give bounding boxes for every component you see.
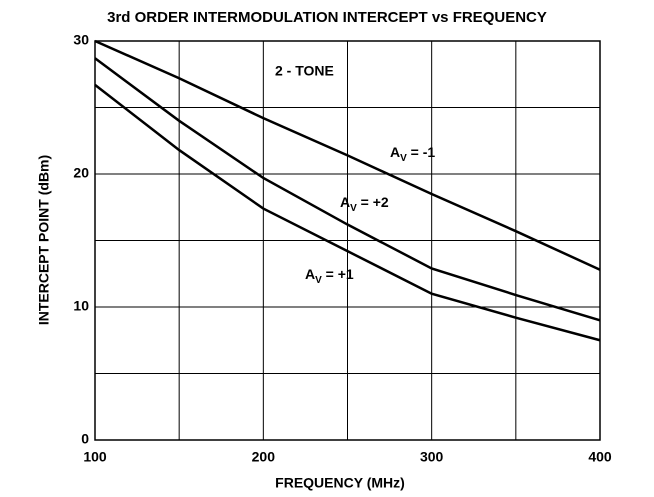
x-tick-label: 200 [252, 449, 276, 465]
x-tick-label: 300 [420, 449, 444, 465]
x-axis-label: FREQUENCY (MHz) [275, 475, 405, 491]
series-line [94, 39, 601, 271]
series-label: AV = +1 [305, 266, 354, 286]
y-tick-label: 30 [73, 32, 89, 48]
y-tick-label: 10 [73, 298, 89, 314]
series-line [94, 57, 601, 322]
series-label: AV = -1 [390, 144, 435, 164]
x-tick-label: 100 [83, 449, 107, 465]
series-label: AV = +2 [340, 194, 389, 214]
annotation: 2 - TONE [275, 63, 334, 79]
y-tick-label: 0 [81, 431, 89, 447]
series-line [94, 83, 601, 342]
y-tick-label: 20 [73, 165, 89, 181]
y-axis-label: INTERCEPT POINT (dBm) [36, 155, 52, 325]
x-tick-label: 400 [588, 449, 612, 465]
chart-title: 3rd ORDER INTERMODULATION INTERCEPT vs F… [107, 9, 547, 26]
